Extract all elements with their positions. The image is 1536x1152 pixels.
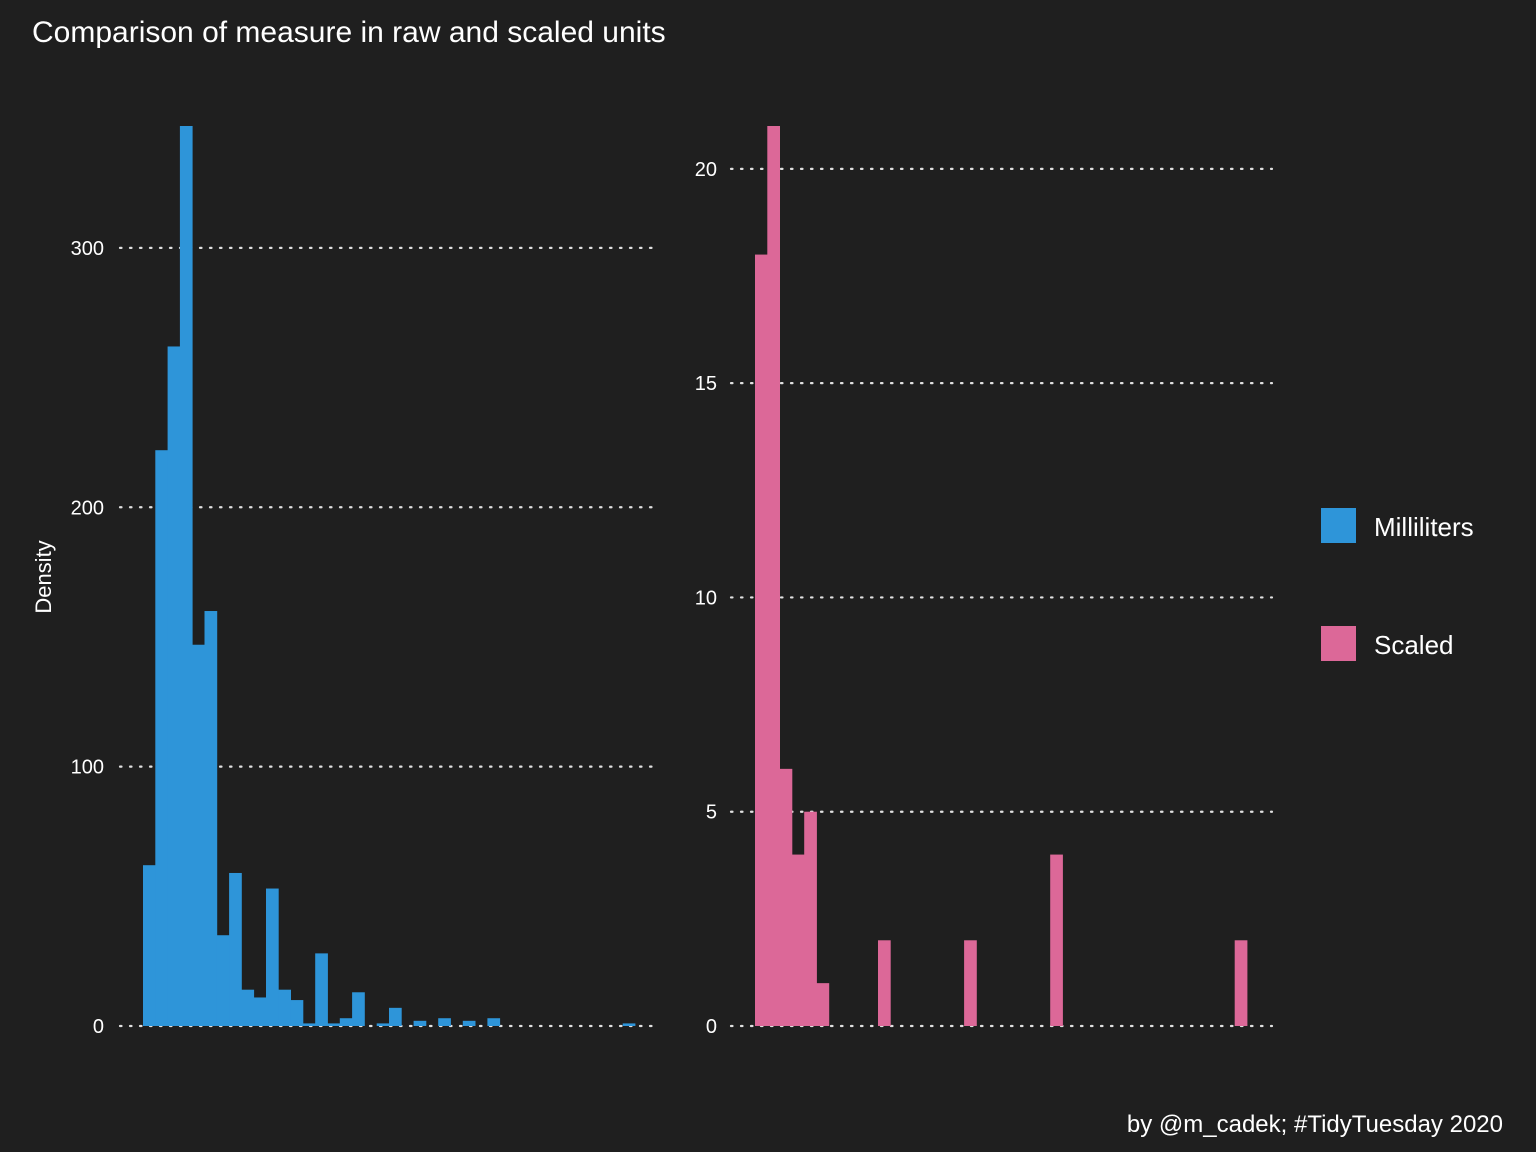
legend-label-milliliters: Milliliters (1374, 512, 1474, 542)
y-tick-label: 15 (695, 373, 717, 395)
histogram-bar (278, 989, 291, 1026)
y-tick-label: 200 (71, 497, 104, 519)
histogram-bar (229, 872, 242, 1026)
histogram-bar (1234, 940, 1248, 1026)
histogram-bar (413, 1020, 427, 1026)
legend-swatch-milliliters (1321, 508, 1356, 543)
histogram-bar (779, 768, 793, 1026)
y-axis-label: Density (31, 540, 56, 613)
y-tick-label: 10 (695, 587, 717, 609)
histogram-bar (487, 1018, 501, 1026)
histogram-bar (389, 1007, 402, 1026)
panel-milliliters: 0 100 200 300 (71, 126, 654, 1038)
histogram-bar (253, 997, 267, 1026)
histogram-bar (791, 854, 805, 1026)
histogram-bar (327, 1023, 341, 1026)
legend-swatch-scaled (1321, 626, 1356, 661)
histogram-bar (622, 1023, 636, 1026)
histogram-bar (290, 1000, 304, 1026)
histogram-bar (155, 450, 168, 1026)
histogram-bar (216, 935, 230, 1026)
y-tick-label: 100 (71, 757, 104, 779)
chart-caption: by @m_cadek; #TidyTuesday 2020 (1127, 1111, 1503, 1138)
histogram-bar (167, 346, 181, 1027)
histogram-bar (816, 983, 830, 1026)
histogram-bar (241, 989, 255, 1026)
histogram-bar (767, 126, 780, 1026)
histogram-bar (339, 1018, 353, 1026)
legend: Milliliters Scaled (1321, 508, 1474, 661)
histogram-bar (438, 1018, 451, 1026)
histogram-bar (755, 254, 768, 1027)
histogram-bar (179, 126, 193, 1026)
y-tick-label: 20 (695, 159, 717, 181)
histogram-bar (352, 992, 365, 1026)
histogram-bar (315, 953, 328, 1026)
histogram-bar (302, 1023, 316, 1026)
panel-scaled: 0 5 10 15 20 (695, 126, 1274, 1038)
histogram-bar (804, 811, 817, 1026)
histogram-bar (462, 1020, 476, 1026)
histogram-bar (964, 940, 977, 1026)
histogram-bar (204, 611, 218, 1026)
histogram-bar (878, 940, 891, 1026)
histogram-bar (376, 1023, 390, 1026)
y-tick-label: 5 (706, 802, 717, 824)
legend-label-scaled: Scaled (1374, 630, 1454, 660)
histogram-bar (1050, 854, 1063, 1026)
y-tick-label: 0 (706, 1016, 717, 1038)
y-tick-label: 0 (93, 1016, 104, 1038)
histogram-bar (266, 888, 279, 1026)
histogram-bar (143, 865, 156, 1026)
y-tick-label: 300 (71, 238, 104, 260)
chart-title: Comparison of measure in raw and scaled … (32, 16, 666, 49)
histogram-bar (192, 644, 205, 1026)
